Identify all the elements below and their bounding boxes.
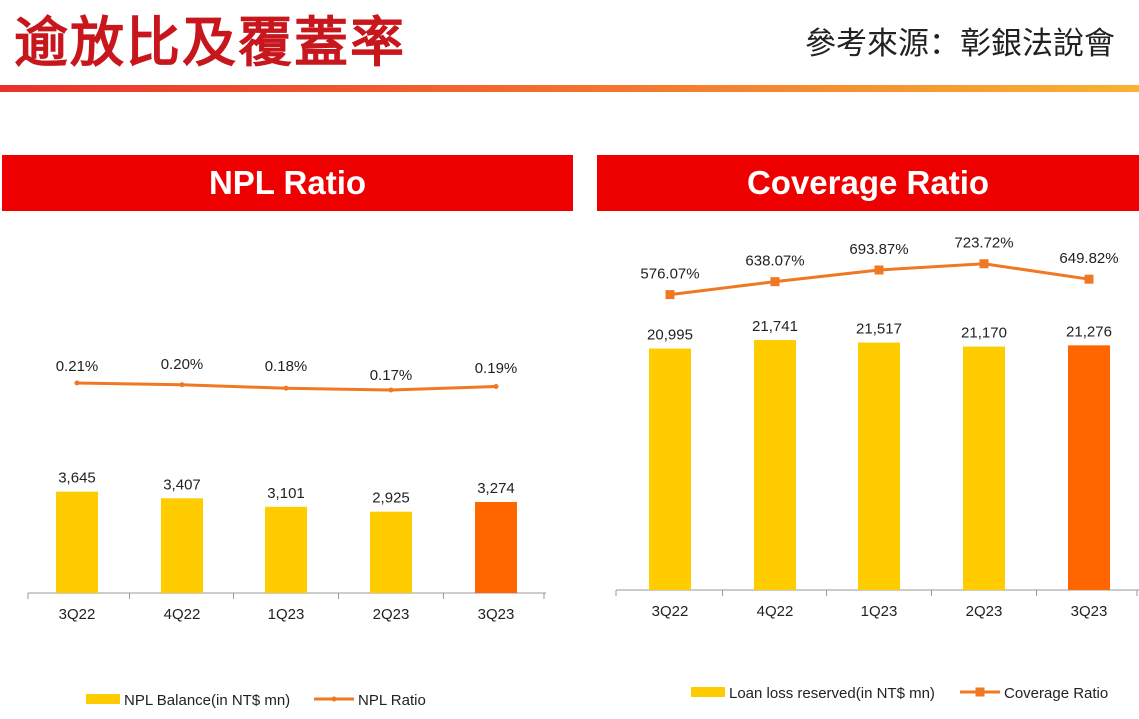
npl-legend-line-marker [331, 696, 337, 702]
coverage-ratio-label: 576.07% [640, 266, 699, 283]
npl-bar-label: 3,407 [163, 476, 201, 493]
npl-legend-line-label: NPL Ratio [358, 692, 426, 709]
npl-legend-bar-swatch [86, 694, 120, 704]
coverage-ratio-point [665, 290, 675, 300]
npl-ratio-point [74, 380, 80, 386]
npl-bar-3q22 [56, 491, 98, 593]
coverage-bar-label: 21,276 [1066, 323, 1112, 340]
npl-bar-label: 2,925 [372, 490, 410, 507]
npl-category-label: 3Q23 [478, 606, 515, 623]
coverage-bar-3q22 [649, 348, 691, 590]
source-note: 參考來源：彰銀法說會 [805, 26, 1115, 62]
npl-bar-2q23 [370, 511, 412, 593]
coverage-ratio-label: 693.87% [849, 241, 908, 258]
coverage-category-label: 3Q22 [652, 603, 689, 620]
coverage-ratio-label: 638.07% [745, 253, 804, 270]
npl-ratio-label: 0.20% [161, 356, 204, 373]
coverage-bar-label: 21,170 [961, 325, 1007, 342]
coverage-ratio-point [979, 259, 989, 269]
coverage-bar-label: 20,995 [647, 327, 693, 344]
npl-category-label: 4Q22 [164, 606, 201, 623]
npl-bar-label: 3,645 [58, 470, 96, 487]
npl-ratio-point [493, 384, 499, 389]
coverage-bar-2q23 [963, 346, 1005, 590]
coverage-category-label: 1Q23 [861, 603, 898, 620]
npl-ratio-point [388, 387, 394, 393]
npl-bar-3q23 [475, 501, 517, 593]
npl-bar-4q22 [161, 498, 203, 593]
npl-legend-bar-label: NPL Balance(in NT$ mn) [124, 692, 290, 709]
coverage-bar-1q23 [858, 342, 900, 590]
coverage-chart-header: Coverage Ratio [597, 155, 1139, 211]
coverage-bar-4q22 [754, 339, 796, 590]
coverage-legend-bar-swatch [691, 687, 725, 697]
coverage-bar-label: 21,741 [752, 318, 798, 335]
npl-category-label: 2Q23 [373, 606, 410, 623]
coverage-category-label: 4Q22 [757, 603, 794, 620]
npl-bar-label: 3,274 [477, 480, 515, 497]
page-title: 逾放比及覆蓋率 [14, 11, 406, 74]
npl-category-label: 1Q23 [268, 606, 305, 623]
coverage-ratio-point [874, 265, 884, 275]
coverage-ratio-label: 723.72% [954, 235, 1013, 252]
npl-category-label: 3Q22 [59, 606, 96, 623]
coverage-legend-bar-label: Loan loss reserved(in NT$ mn) [729, 685, 935, 702]
npl-ratio-label: 0.19% [475, 360, 518, 377]
npl-ratio-point [179, 382, 185, 388]
coverage-category-label: 2Q23 [966, 603, 1003, 620]
npl-bar-1q23 [265, 506, 307, 593]
npl-ratio-label: 0.21% [56, 358, 99, 375]
coverage-bar-label: 21,517 [856, 321, 902, 338]
npl-ratio-point [283, 385, 289, 391]
coverage-ratio-point [1084, 274, 1094, 284]
npl-bar-label: 3,101 [267, 485, 305, 502]
npl-ratio-label: 0.17% [370, 367, 413, 384]
coverage-ratio-point [770, 277, 780, 287]
coverage-legend-line-label: Coverage Ratio [1004, 685, 1108, 702]
npl-ratio-label: 0.18% [265, 358, 308, 375]
title-divider [0, 85, 1139, 92]
coverage-bar-3q23 [1068, 345, 1110, 590]
coverage-legend-line-marker [975, 687, 985, 697]
npl-chart-header: NPL Ratio [2, 155, 573, 211]
coverage-ratio-label: 649.82% [1059, 250, 1118, 267]
coverage-category-label: 3Q23 [1071, 603, 1108, 620]
